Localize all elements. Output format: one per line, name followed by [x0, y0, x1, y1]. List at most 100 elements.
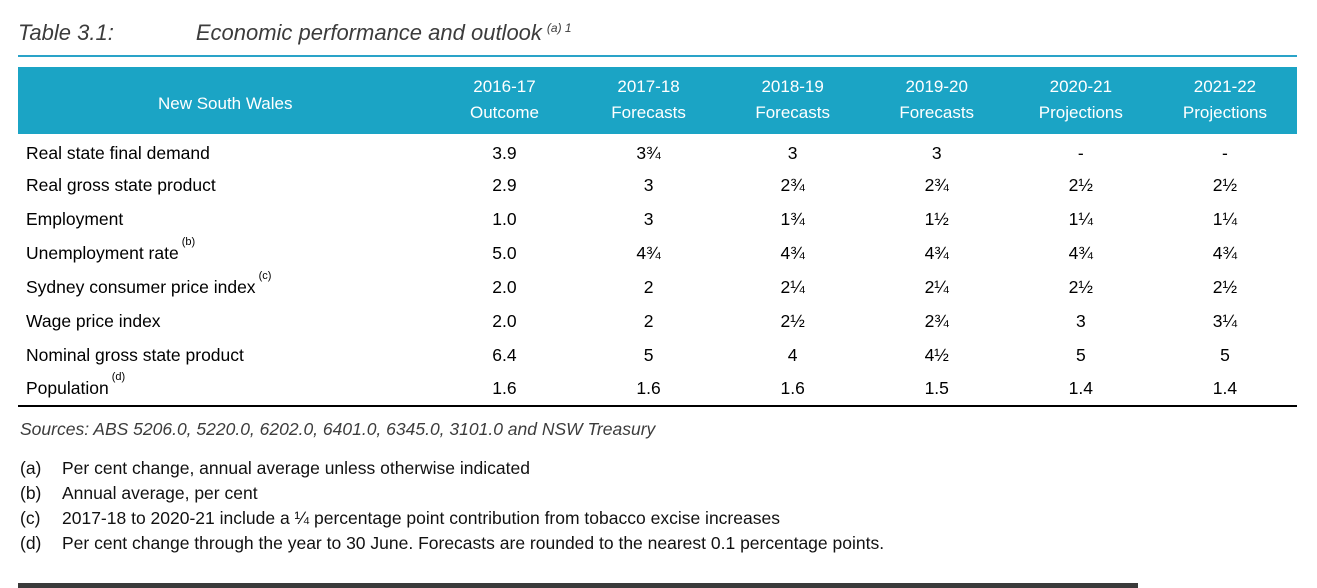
header-year-row: New South Wales 2016-17 2017-18 2018-19 …: [18, 67, 1297, 134]
table-row-employment: Employment 1.0 3 1¾ 1½ 1¼ 1¼: [18, 202, 1297, 236]
col-header-year-2016-17: 2016-17: [432, 67, 577, 100]
cell: 2¾: [780, 174, 805, 195]
footnote-text: Annual average, per cent: [62, 483, 258, 503]
cell: 1.6: [636, 378, 661, 398]
row-label: Real state final demand: [26, 142, 210, 163]
document-page: Table 3.1: Economic performance and outl…: [18, 14, 1297, 556]
cell: 1.4: [1068, 378, 1093, 398]
row-label: Wage price index: [26, 310, 161, 331]
cell: 3¼: [1212, 310, 1238, 331]
cell: 3: [931, 142, 942, 163]
cell: 1¼: [1068, 208, 1093, 229]
cell: -: [1077, 142, 1084, 163]
table-row-real-state-final-demand: Real state final demand 3.9 3¾ 3 3 - -: [18, 134, 1297, 168]
cell: 5.0: [492, 242, 517, 263]
table-row-nominal-gross-state-product: Nominal gross state product 6.4 5 4 4½ 5…: [18, 338, 1297, 372]
cell: 3: [787, 142, 798, 163]
cell: 2.0: [492, 276, 517, 297]
cell: 4¾: [1212, 242, 1238, 263]
row-label: Unemployment rate: [26, 242, 179, 263]
cell: 2: [643, 310, 654, 331]
table-row-wage-price-index: Wage price index 2.0 2 2½ 2¾ 3 3¼: [18, 304, 1297, 338]
cell: 5: [1075, 344, 1086, 365]
table-title: Table 3.1: Economic performance and outl…: [18, 14, 1297, 46]
table-body: Real state final demand 3.9 3¾ 3 3 - - R…: [18, 134, 1297, 406]
cell: 1½: [924, 208, 949, 229]
cell: 4½: [924, 344, 949, 365]
cell: 4¾: [924, 242, 949, 263]
cell: 2¾: [924, 174, 949, 195]
page-bottom-rule: [18, 583, 1138, 588]
footnote-text: 2017-18 to 2020-21 include a ¼ percentag…: [62, 508, 780, 528]
footnote-marker: (b): [20, 483, 42, 503]
cell: 2¼: [924, 276, 949, 297]
cell: 2½: [1068, 276, 1093, 297]
row-label-superscript: (c): [258, 269, 272, 282]
table-row-population: Population(d) 1.6 1.6 1.6 1.5 1.4 1.4: [18, 371, 1297, 406]
table-row-unemployment-rate: Unemployment rate(b) 5.0 4¾ 4¾ 4¾ 4¾ 4¾: [18, 236, 1297, 270]
footnote-c: (c) 2017-18 to 2020-21 include a ¼ perce…: [20, 506, 1297, 531]
cell: 1.6: [780, 378, 805, 398]
footnote-marker: (c): [20, 508, 41, 528]
cell: 3: [1075, 310, 1086, 331]
cell: 2½: [1212, 276, 1238, 297]
footnote-text: Per cent change, annual average unless o…: [62, 458, 530, 478]
cell: 4¾: [780, 242, 805, 263]
col-header-type-projections-1: Projections: [1008, 100, 1153, 134]
col-header-year-2018-19: 2018-19: [720, 67, 865, 100]
cell: 1.0: [492, 208, 517, 229]
row-label-superscript: (b): [181, 235, 196, 248]
cell: 1.6: [492, 378, 517, 398]
table-header: New South Wales 2016-17 2017-18 2018-19 …: [18, 67, 1297, 134]
row-label: Real gross state product: [26, 174, 216, 195]
title-text: Economic performance and outlook: [195, 20, 542, 45]
row-label-superscript: (d): [111, 371, 126, 384]
cell: 2½: [1212, 174, 1238, 195]
cell: 3: [643, 174, 654, 195]
cell: 2: [643, 276, 654, 297]
cell: -: [1222, 142, 1228, 163]
table-row-sydney-consumer-price-index: Sydney consumer price index(c) 2.0 2 2¼ …: [18, 270, 1297, 304]
cell: 1¾: [780, 208, 805, 229]
col-header-year-2017-18: 2017-18: [576, 67, 721, 100]
col-header-type-forecasts-3: Forecasts: [864, 100, 1009, 134]
footnote-text: Per cent change through the year to 30 J…: [62, 533, 885, 553]
cell: 2.0: [492, 310, 517, 331]
footnote-a: (a) Per cent change, annual average unle…: [20, 456, 1297, 481]
row-label: Sydney consumer price index: [26, 276, 256, 297]
cell: 2.9: [492, 174, 517, 195]
col-header-type-forecasts-2: Forecasts: [720, 100, 865, 134]
footnote-d: (d) Per cent change through the year to …: [20, 531, 1297, 556]
footnote-marker: (a): [20, 458, 42, 478]
cell: 3: [643, 208, 654, 229]
cell: 2½: [780, 310, 805, 331]
cell: 2¾: [924, 310, 949, 331]
cell: 2¼: [780, 276, 805, 297]
cell: 4¾: [636, 242, 661, 263]
cell: 6.4: [492, 344, 517, 365]
footnote-marker: (d): [20, 533, 42, 553]
col-header-year-2019-20: 2019-20: [864, 67, 1009, 100]
title-divider: [18, 55, 1297, 57]
col-header-year-2020-21: 2020-21: [1008, 67, 1153, 100]
cell: 5: [1220, 344, 1230, 365]
cell: 3¾: [636, 142, 661, 163]
cell: 2½: [1068, 174, 1093, 195]
row-label: Population: [26, 378, 109, 398]
table-row-real-gross-state-product: Real gross state product 2.9 3 2¾ 2¾ 2½ …: [18, 168, 1297, 202]
region-header: New South Wales: [18, 67, 433, 134]
cell: 1.4: [1212, 378, 1238, 398]
col-header-type-projections-2: Projections: [1152, 100, 1297, 134]
economic-performance-table: New South Wales 2016-17 2017-18 2018-19 …: [18, 67, 1297, 407]
sources-line: Sources: ABS 5206.0, 5220.0, 6202.0, 640…: [20, 419, 656, 439]
cell: 4¾: [1068, 242, 1093, 263]
title-superscript: (a) 1: [546, 21, 572, 35]
cell: 4: [787, 344, 798, 365]
col-header-type-forecasts-1: Forecasts: [576, 100, 721, 134]
col-header-type-outcome: Outcome: [432, 100, 577, 134]
row-label: Employment: [26, 208, 124, 229]
cell: 3.9: [492, 142, 517, 163]
table-number: Table 3.1:: [18, 20, 114, 45]
cell: 1.5: [924, 378, 949, 398]
col-header-year-2021-22: 2021-22: [1152, 67, 1297, 100]
